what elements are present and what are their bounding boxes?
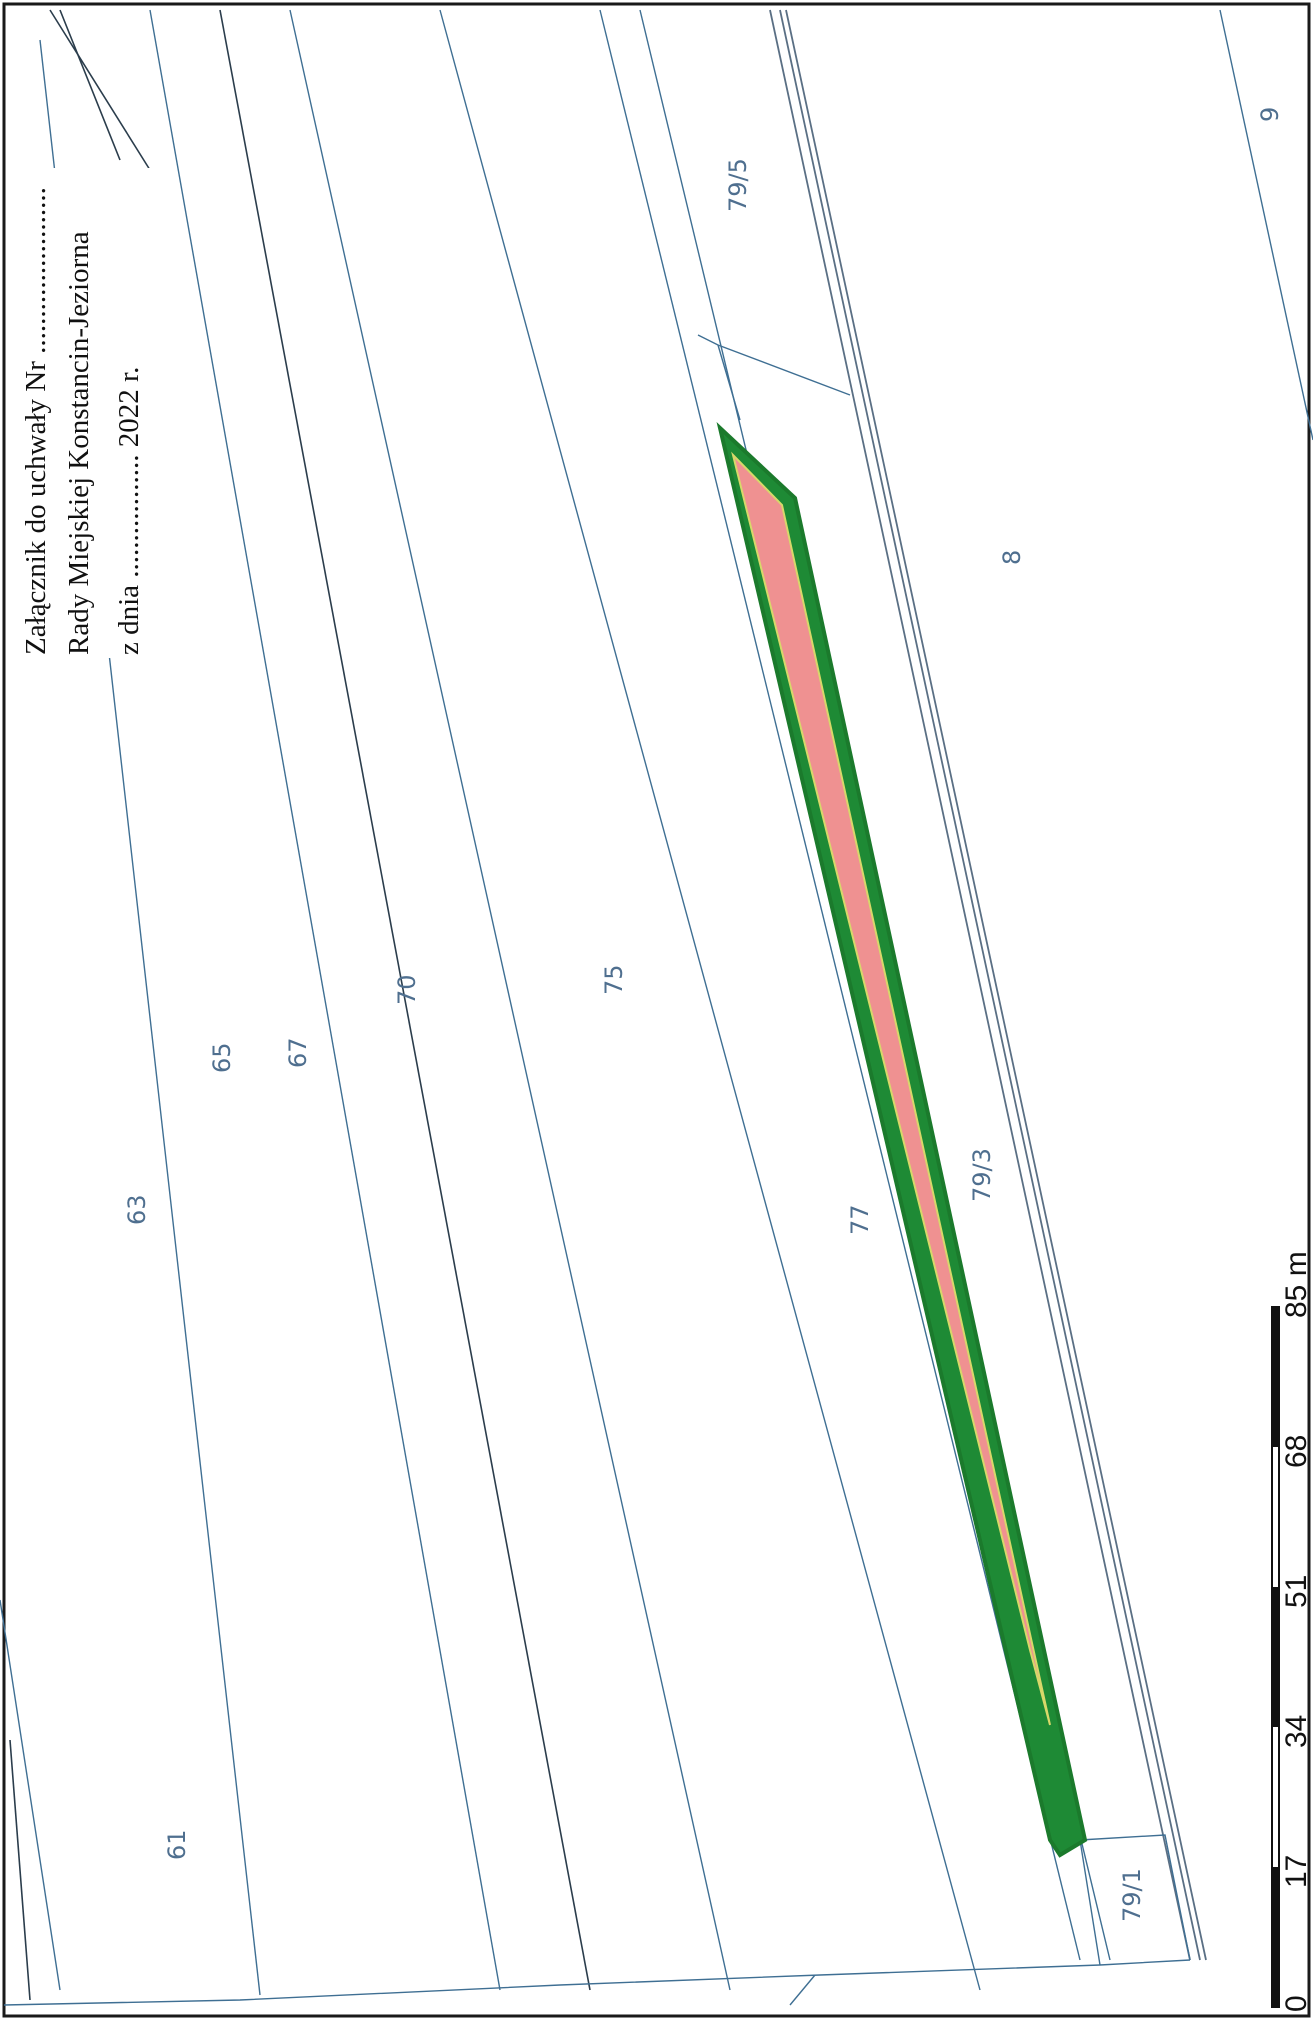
- parcel-label-65: 65: [208, 1042, 236, 1073]
- caption-line-1: Załącznik do uchwały Nr ................…: [20, 187, 52, 655]
- scale-tick-17: 17: [1280, 1855, 1313, 1888]
- boundary-line-791: [1079, 1834, 1191, 1961]
- boundary-line-8-9: [1219, 9, 1313, 441]
- scale-bar-segment: [1272, 1307, 1279, 1447]
- parcel-label-79-3: 79/3: [968, 1148, 996, 1202]
- parcel-label-61: 61: [163, 1829, 191, 1860]
- boundary-line: [59, 9, 121, 161]
- scale-tick-85: 85 m: [1280, 1251, 1313, 1318]
- boundary-line: [0, 1599, 61, 1991]
- road-edge: [785, 9, 1207, 1961]
- road-edge: [779, 9, 1201, 1961]
- parcel-label-67: 67: [284, 1037, 312, 1068]
- scale-bar: 0 17 34 51 68 85 m: [1271, 1251, 1313, 2012]
- boundary-tick: [789, 1974, 816, 2006]
- parcel-label-8: 8: [998, 550, 1026, 565]
- scale-tick-34: 34: [1280, 1715, 1313, 1748]
- parcel-label-9: 9: [1256, 107, 1284, 122]
- highlighted-plot[interactable]: [716, 422, 1088, 1858]
- boundary-line-63-65: [149, 9, 501, 1991]
- boundary-line-795: [717, 344, 741, 421]
- scale-tick-0: 0: [1280, 1995, 1313, 2012]
- parcel-boundaries: [0, 9, 1313, 2006]
- parcel-label-70: 70: [393, 974, 421, 1005]
- boundary-line-75-77: [599, 9, 1081, 1961]
- boundary-line: [9, 1739, 31, 2001]
- road-edge: [769, 9, 1191, 1961]
- scale-tick-68: 68: [1280, 1435, 1313, 1468]
- parcel-label-75: 75: [600, 964, 628, 995]
- scale-bar-segment: [1272, 1587, 1279, 1727]
- caption-block: Załącznik do uchwały Nr ................…: [18, 168, 158, 658]
- boundary-line-65-67: [219, 9, 591, 1991]
- caption-line-3: z dnia ................. 2022 r.: [113, 367, 145, 655]
- parcel-label-79-5: 79/5: [724, 158, 752, 212]
- boundary-line-791: [1079, 1839, 1101, 1966]
- parcel-labels: 61 63 65 67 70 75 77 79/3 79/5 79/1 8 9: [123, 107, 1284, 1922]
- highlighted-plot-fill[interactable]: [731, 451, 1051, 1726]
- parcel-label-63: 63: [123, 1194, 151, 1225]
- caption-line-2: Rady Miejskiej Konstancin-Jeziorna: [63, 231, 95, 655]
- boundary-line-bottom: [3, 1959, 1191, 2006]
- parcel-label-79-1: 79/1: [1118, 1868, 1146, 1922]
- boundary-line-67-70: [289, 9, 731, 1991]
- parcel-label-77: 77: [846, 1204, 874, 1235]
- caption-background: [18, 168, 158, 658]
- scale-tick-51: 51: [1280, 1575, 1313, 1608]
- boundary-line: [49, 9, 151, 171]
- boundary-line-70-75: [439, 9, 981, 1991]
- scale-bar-segment: [1272, 1867, 1279, 2007]
